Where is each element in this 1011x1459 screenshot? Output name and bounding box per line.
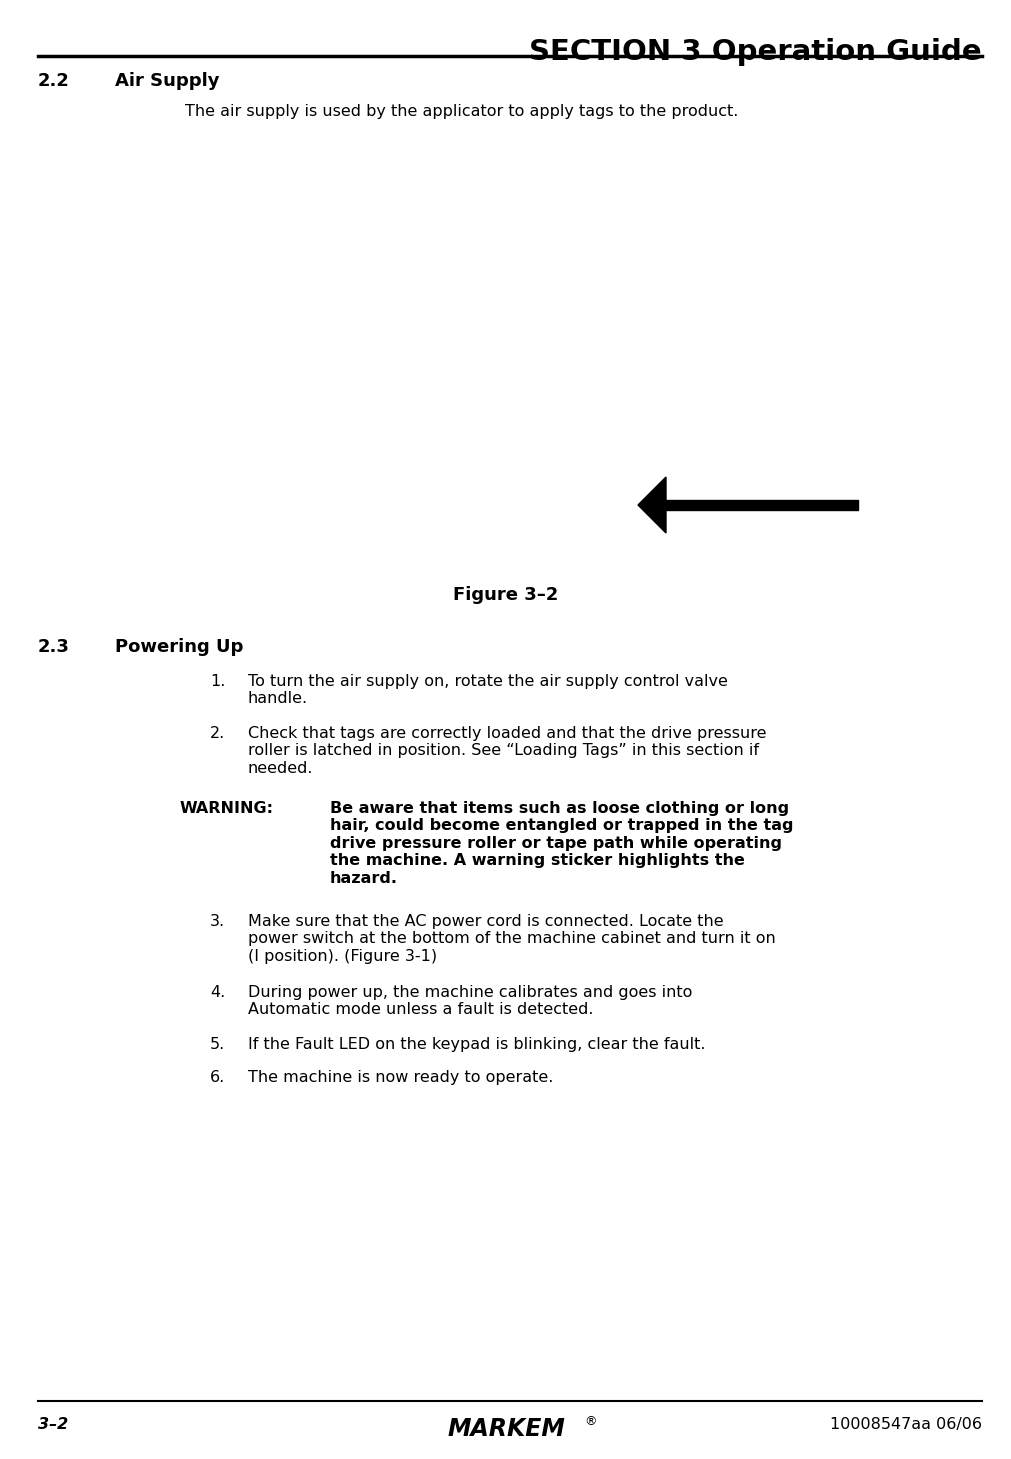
Text: The machine is now ready to operate.: The machine is now ready to operate.	[248, 1069, 553, 1085]
Text: 1.: 1.	[210, 674, 225, 689]
Text: SECTION 3 Operation Guide: SECTION 3 Operation Guide	[529, 38, 981, 66]
Text: 4.: 4.	[210, 985, 225, 999]
Text: 2.: 2.	[210, 727, 225, 741]
Text: 10008547aa 06/06: 10008547aa 06/06	[829, 1417, 981, 1431]
Text: MARKEM: MARKEM	[447, 1417, 564, 1441]
Text: The air supply is used by the applicator to apply tags to the product.: The air supply is used by the applicator…	[185, 104, 738, 120]
Text: During power up, the machine calibrates and goes into
Automatic mode unless a fa: During power up, the machine calibrates …	[248, 985, 692, 1017]
Text: 2.2: 2.2	[38, 71, 70, 90]
Text: 2.3: 2.3	[38, 638, 70, 657]
Text: Air Supply: Air Supply	[115, 71, 219, 90]
Text: 6.: 6.	[210, 1069, 225, 1085]
Text: 5.: 5.	[210, 1037, 225, 1052]
Text: Powering Up: Powering Up	[115, 638, 243, 657]
Text: WARNING:: WARNING:	[180, 801, 274, 816]
Text: If the Fault LED on the keypad is blinking, clear the fault.: If the Fault LED on the keypad is blinki…	[248, 1037, 705, 1052]
Text: 3.: 3.	[210, 913, 224, 929]
Text: ®: ®	[583, 1415, 595, 1428]
Text: To turn the air supply on, rotate the air supply control valve
handle.: To turn the air supply on, rotate the ai…	[248, 674, 727, 706]
Polygon shape	[637, 477, 665, 533]
Text: Check that tags are correctly loaded and that the drive pressure
roller is latch: Check that tags are correctly loaded and…	[248, 727, 765, 776]
Text: Make sure that the AC power cord is connected. Locate the
power switch at the bo: Make sure that the AC power cord is conn…	[248, 913, 775, 964]
Text: Be aware that items such as loose clothing or long
hair, could become entangled : Be aware that items such as loose clothi…	[330, 801, 793, 886]
Text: Figure 3–2: Figure 3–2	[453, 587, 558, 604]
Text: 3–2: 3–2	[38, 1417, 68, 1431]
